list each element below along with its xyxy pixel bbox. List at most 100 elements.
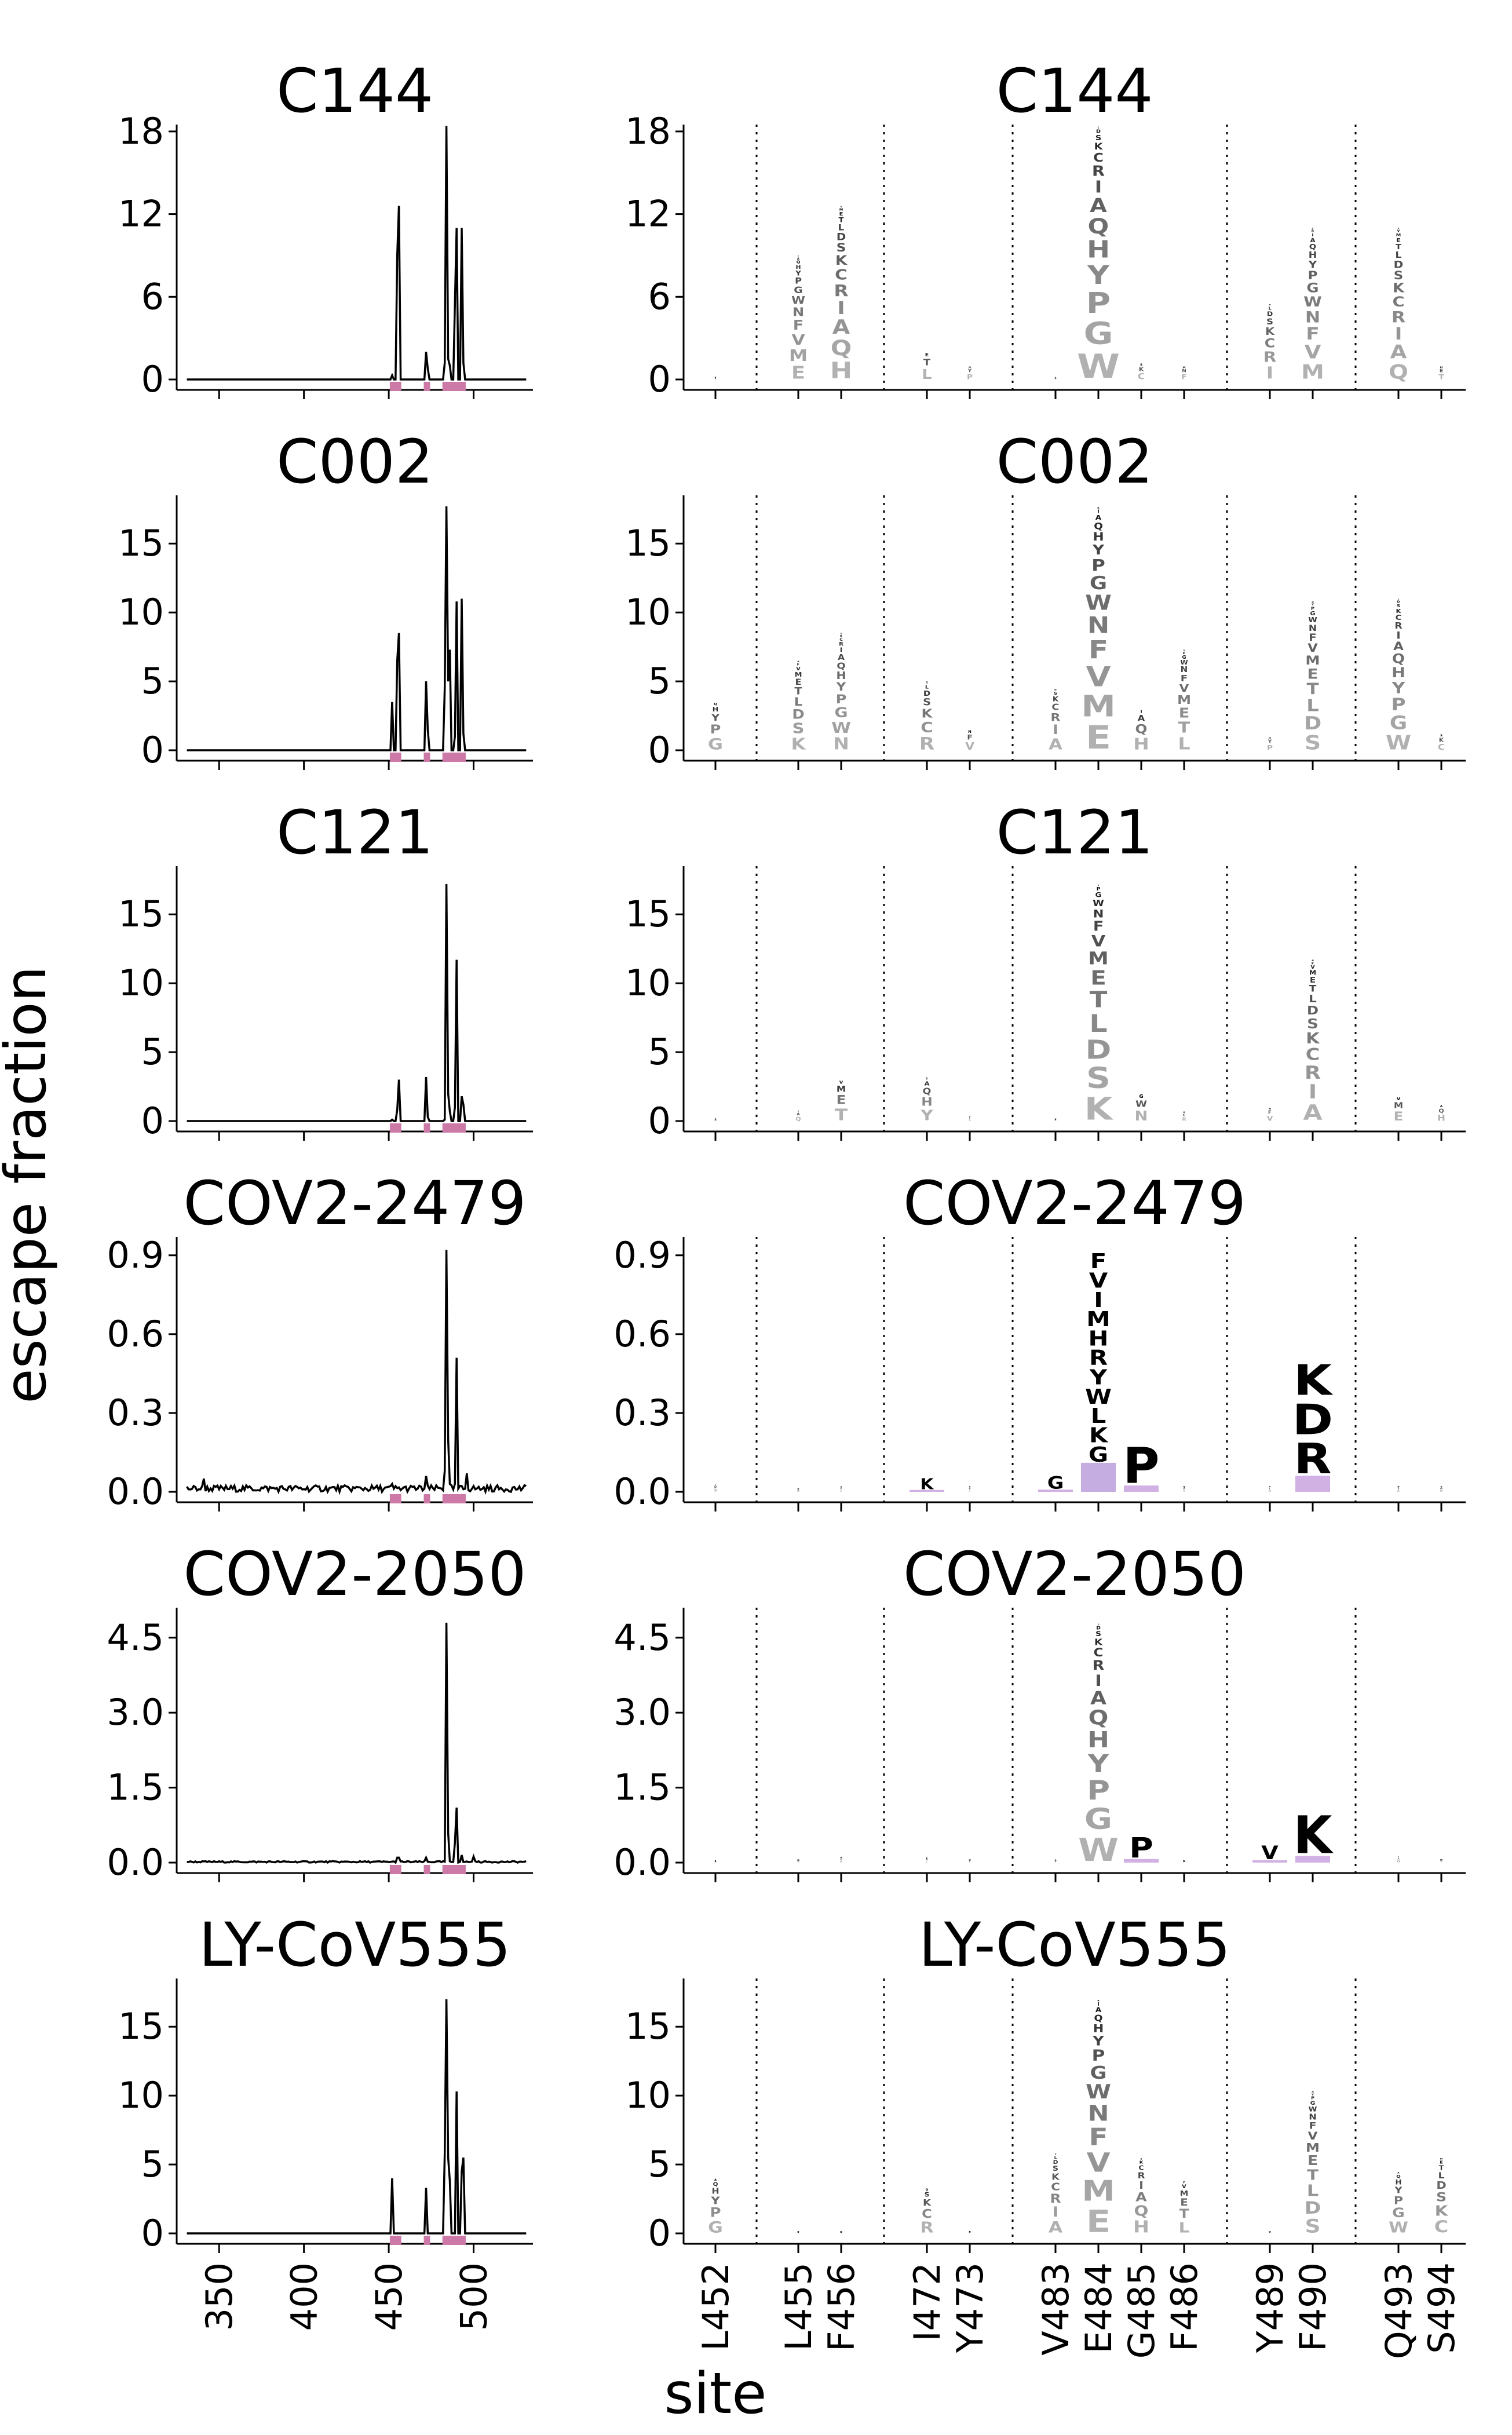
logo-letter: V [1179,682,1189,695]
logo-letter: D [1394,260,1404,271]
logo-letter: G [797,1489,799,1491]
LY-CoV555-line-site-marker [389,2236,401,2245]
logo-stack-L455: QAI [795,1110,801,1122]
logo-letter: R [1392,308,1405,326]
logo-letter: K [840,635,842,638]
logo-letter: L [838,223,845,232]
logo-letter: P [836,692,847,707]
C144-line-trace [187,126,527,381]
logo-letter: K [1435,2203,1449,2219]
logo-letter: A [1397,2171,1400,2174]
logo-letter: K [1051,2172,1060,2182]
logo-letter: V [797,1859,799,1861]
logo-letter: Y [1089,1366,1108,1389]
logo-letter: C [1138,371,1145,381]
logo-letter: I [715,377,716,379]
logo-letter: C [835,267,848,283]
logo-letter: N [1182,368,1186,373]
COV2-2050-logo-ytick-label: 4.5 [613,1616,671,1659]
LY-CoV555-line-ytick-label: 0 [141,2212,164,2254]
logo-letter: C [1265,336,1275,351]
C002-line-title: C002 [276,426,433,497]
logo-letter: H [1183,1488,1185,1490]
logo-letter: Q [797,260,801,264]
LY-CoV555-logo-site-label: I472 [906,2262,948,2342]
logo-letter: Q [1135,722,1148,736]
logo-letter: V [1308,2130,1318,2142]
logo-letter: Y [1092,2033,1105,2049]
logo-letter: Q [923,1086,932,1096]
logo-faint-letters [910,1490,944,1492]
C002-line-ytick-label: 5 [141,660,164,702]
logo-letter: S [837,242,846,255]
logo-letter: I [715,1860,716,1863]
x-axis-label: site [664,2361,766,2427]
logo-letter: K [1294,1356,1334,1405]
logo-letter: L [1268,306,1271,311]
logo-letter: M [837,1084,846,1093]
logo-letter: P [1055,1119,1057,1121]
logo-letter: P [1129,1832,1153,1864]
logo-stack-Q493: KSD [1397,1486,1400,1493]
logo-letter: S [923,697,931,708]
logo-letter: Y [710,2195,720,2207]
logo-letter: Q [1309,243,1316,251]
logo-letter: N [968,730,972,733]
logo-stack-L452: MVF [714,1118,717,1122]
logo-letter: N [1312,959,1313,962]
logo-letter: V [1397,230,1400,233]
logo-letter: E [1180,2197,1188,2208]
logo-letter: C [1434,2218,1449,2237]
logo-letter: F [1184,1861,1185,1863]
logo-letter: K [1393,280,1405,295]
logo-faint-letters [1295,1856,1330,1863]
logo-letter: G [840,2231,842,2233]
logo-letter: W [1135,1098,1147,1109]
logo-letter: Q [1094,521,1103,532]
logo-letter: P [1391,695,1405,715]
logo-letter: Y [1268,739,1273,744]
logo-letter: K [1089,1423,1109,1447]
COV2-2479-logo-ytick-label: 0.3 [613,1392,671,1434]
C121-line-title: C121 [276,797,433,868]
logo-letter: I [1140,709,1142,714]
COV2-2050-logo-ytick-label: 3.0 [613,1691,671,1733]
logo-letter: P [1091,556,1105,575]
logo-letter: T [926,1859,928,1861]
logo-letter: Y [1087,1750,1109,1778]
logo-letter: E [1310,976,1316,985]
logo-letter: G [1083,315,1113,351]
logo-letter: D [1292,1395,1333,1444]
LY-CoV555-logo-site-label: Y473 [949,2262,991,2353]
C144-line-site-marker [442,382,466,391]
logo-letter: E [795,677,801,687]
COV2-2479-line: COV2-2479 0.0 0.3 0.6 0.9 [107,1168,533,1513]
logo-letter: H [1133,735,1149,754]
logo-stack-Y473: IRC [969,1486,970,1493]
logo-letter: L [1178,735,1190,754]
logo-letter: Y [1087,260,1110,290]
logo-letter: D [1054,377,1056,379]
C144-line-ytick-label: 6 [141,275,164,317]
COV2-2479-line-trace [186,1250,527,1495]
logo-letter: E [1440,368,1443,373]
logo-letter: S [1095,134,1101,143]
logo-letter: P [1311,2096,1314,2100]
logo-letter: I [798,255,799,257]
logo-letter: V [1086,661,1111,693]
logo-letter: T [1269,304,1271,306]
logo-stack-S494: HQA [1437,1105,1445,1123]
logo-stack-F490: K [1294,1805,1334,1866]
C144-line-ytick-label: 18 [118,110,164,152]
logo-stack-F486: YHQ [1182,1486,1185,1493]
logo-letter: P [1092,2046,1105,2064]
logo-letter: K [1094,1637,1103,1647]
logo-letter: D [1307,1004,1319,1018]
logo-letter: K [835,253,848,268]
logo-letter: A [1440,1105,1442,1108]
COV2-2050-line-site-marker [423,1865,430,1874]
logo-letter: V [1397,1097,1400,1101]
logo-letter: Y [1182,1490,1185,1492]
